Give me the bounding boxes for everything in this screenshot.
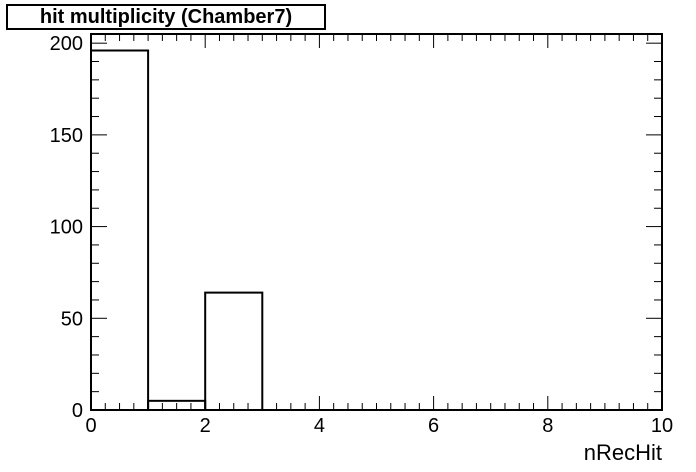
x-tick-label: 0 xyxy=(85,415,96,437)
x-tick-label: 4 xyxy=(314,415,325,437)
chart-title: hit multiplicity (Chamber7) xyxy=(6,4,326,30)
y-tick-label: 0 xyxy=(72,400,83,422)
y-tick-label: 100 xyxy=(50,217,83,239)
x-tick-label: 10 xyxy=(651,415,673,437)
x-tick-label: 8 xyxy=(542,415,553,437)
y-tick-label: 150 xyxy=(50,125,83,147)
y-tick-label: 200 xyxy=(50,33,83,55)
y-tick-label: 50 xyxy=(61,308,83,330)
plot-frame xyxy=(90,33,663,411)
x-tick-label: 6 xyxy=(428,415,439,437)
histogram-bin-2 xyxy=(204,291,264,411)
histogram-bin-0 xyxy=(90,49,150,411)
x-axis-label: nRecHit xyxy=(584,440,662,465)
x-tick-label: 2 xyxy=(200,415,211,437)
